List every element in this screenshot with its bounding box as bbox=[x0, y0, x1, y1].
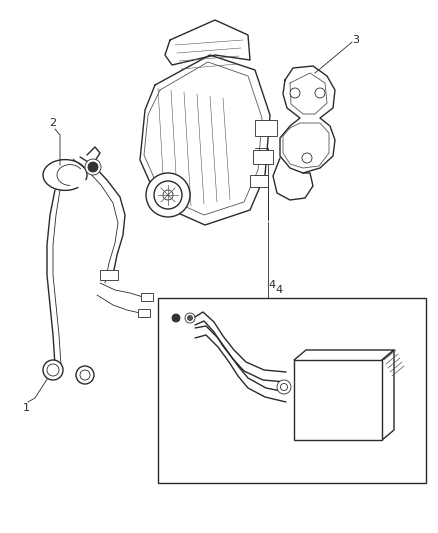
Circle shape bbox=[76, 366, 94, 384]
Text: 4: 4 bbox=[268, 280, 275, 290]
Circle shape bbox=[280, 384, 287, 391]
Circle shape bbox=[315, 88, 325, 98]
Circle shape bbox=[88, 162, 98, 172]
Bar bbox=[250, 175, 268, 187]
Circle shape bbox=[163, 190, 173, 200]
Circle shape bbox=[302, 153, 312, 163]
Text: 3: 3 bbox=[353, 35, 360, 45]
Bar bbox=[141, 293, 153, 301]
Circle shape bbox=[146, 173, 190, 217]
Bar bbox=[253, 150, 273, 164]
Circle shape bbox=[47, 364, 59, 376]
Text: 4: 4 bbox=[275, 285, 282, 295]
Bar bbox=[100, 270, 118, 280]
Circle shape bbox=[187, 316, 192, 320]
Circle shape bbox=[185, 313, 195, 323]
Bar bbox=[255, 120, 277, 136]
Circle shape bbox=[85, 159, 101, 175]
Circle shape bbox=[43, 360, 63, 380]
Text: 2: 2 bbox=[49, 118, 57, 128]
Circle shape bbox=[172, 314, 180, 322]
Circle shape bbox=[80, 370, 90, 380]
Circle shape bbox=[277, 380, 291, 394]
Circle shape bbox=[290, 88, 300, 98]
Bar bbox=[294, 360, 382, 440]
Bar bbox=[138, 309, 150, 317]
Bar bbox=[158, 298, 426, 483]
Circle shape bbox=[154, 181, 182, 209]
Text: 1: 1 bbox=[22, 403, 29, 413]
